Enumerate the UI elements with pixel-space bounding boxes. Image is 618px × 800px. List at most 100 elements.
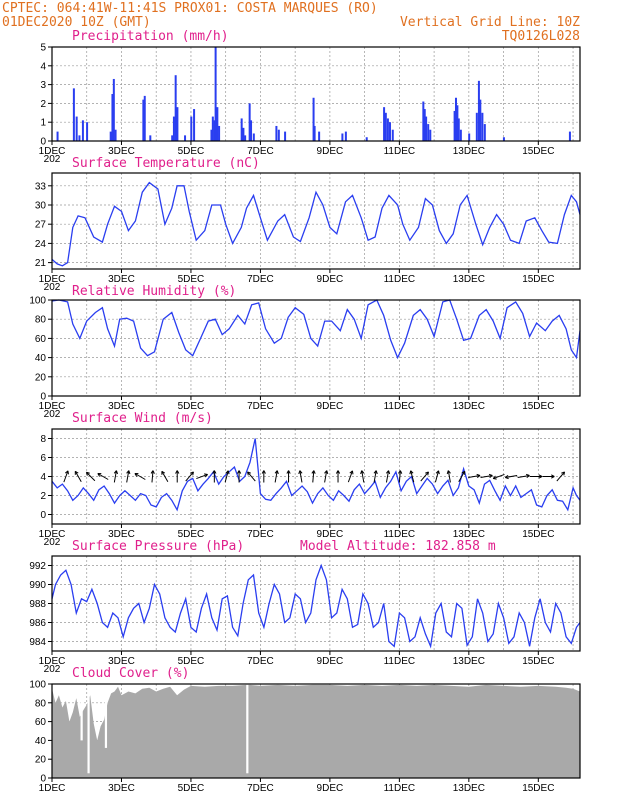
pressure-xtick-label: 13DEC bbox=[453, 656, 485, 667]
cloud-area bbox=[52, 684, 580, 778]
precip-bar bbox=[78, 135, 81, 141]
wind-line bbox=[51, 438, 581, 512]
temperature-frame bbox=[51, 172, 581, 270]
wind-arrow bbox=[492, 473, 505, 480]
precip-bar bbox=[425, 116, 428, 141]
wind-arrow bbox=[398, 470, 403, 483]
wind-arrow bbox=[175, 470, 180, 483]
precip-bar bbox=[112, 78, 115, 141]
temperature-xtick-label: 11DEC bbox=[384, 274, 416, 285]
wind-arrow bbox=[504, 474, 518, 480]
wind-arrow bbox=[324, 470, 329, 483]
humidity-line bbox=[51, 299, 581, 360]
precip-ytick-label: 4 bbox=[40, 61, 46, 72]
pressure-title: Surface Pressure (hPa) bbox=[72, 539, 244, 554]
wind-arrow bbox=[113, 470, 119, 483]
wind-ytick-label: 8 bbox=[40, 434, 46, 445]
precip-bar bbox=[341, 133, 344, 141]
precip-panel: 0 1 2 3 4 5 1DEC 3DEC 5DEC 7DEC 9DEC 11DEC 13DEC 15DE… bbox=[39, 43, 581, 165]
wind-arrow bbox=[298, 470, 303, 483]
precip-bar bbox=[477, 80, 480, 141]
precip-bar bbox=[244, 135, 247, 141]
temperature-ytick-label: 24 bbox=[35, 239, 47, 250]
precip-xtick-label: 1DEC bbox=[39, 146, 66, 157]
precip-bar bbox=[386, 118, 389, 141]
precip-frame bbox=[51, 46, 581, 142]
wind-xtick-label: 7DEC bbox=[247, 529, 274, 540]
wind-arrow bbox=[247, 471, 256, 482]
pressure-ytick-label: 992 bbox=[29, 561, 46, 572]
humidity-xtick-label: 3DEC bbox=[108, 401, 135, 412]
precip-bar bbox=[422, 101, 425, 141]
precip-bar bbox=[149, 135, 152, 141]
temperature-xtick-label: 15DEC bbox=[522, 274, 554, 285]
precip-bar bbox=[277, 129, 280, 141]
wind-arrow bbox=[134, 473, 146, 480]
precip-bar bbox=[114, 129, 117, 141]
humidity-ytick-label: 40 bbox=[35, 353, 47, 364]
wind-arrow bbox=[335, 470, 341, 483]
wind-ytick-label: 6 bbox=[40, 453, 46, 464]
precip-ytick-label: 2 bbox=[40, 99, 46, 110]
precip-bar bbox=[365, 137, 368, 141]
wind-arrow bbox=[286, 470, 291, 483]
wind-arrow bbox=[236, 470, 242, 483]
precip-bar bbox=[479, 99, 482, 141]
precip-bar bbox=[384, 112, 387, 141]
wind-arrow bbox=[420, 471, 429, 482]
temperature-ytick-label: 33 bbox=[35, 181, 47, 192]
cloud-xtick-label: 13DEC bbox=[453, 783, 485, 794]
temperature-line bbox=[51, 181, 581, 267]
temperature-xtick-label: 3DEC bbox=[108, 274, 135, 285]
precip-bar bbox=[481, 112, 484, 141]
wind-arrow bbox=[468, 473, 481, 479]
cloud-xtick-label: 15DEC bbox=[522, 783, 554, 794]
precip-bar bbox=[388, 122, 391, 141]
precip-ytick-label: 3 bbox=[40, 80, 46, 91]
pressure-xtick-label: 11DEC bbox=[384, 656, 416, 667]
wind-arrow bbox=[224, 470, 230, 483]
temperature-ytick-label: 27 bbox=[35, 220, 47, 231]
wind-arrow bbox=[63, 470, 69, 483]
wind-arrow bbox=[347, 470, 354, 483]
precip-bar bbox=[568, 131, 571, 141]
cloud-dip bbox=[246, 684, 249, 774]
pressure-panel: 984 986 988 990 992 1DEC 3DEC 5DEC 7DEC 9DEC 11DEC… bbox=[29, 555, 581, 675]
pressure-xtick-label: 5DEC bbox=[178, 656, 205, 667]
temperature-ytick-label: 30 bbox=[35, 201, 47, 212]
precip-bar bbox=[318, 131, 321, 141]
precip-xtick-label: 9DEC bbox=[317, 146, 344, 157]
precip-bar bbox=[172, 116, 175, 141]
wind-arrow bbox=[85, 471, 96, 482]
precip-bar bbox=[86, 122, 89, 141]
precip-bar bbox=[313, 125, 316, 141]
precip-bar bbox=[427, 124, 430, 141]
precip-bar bbox=[483, 124, 486, 141]
wind-ytick-label: 0 bbox=[40, 510, 46, 521]
wind-arrow bbox=[556, 471, 566, 482]
cloud-xtick-label: 7DEC bbox=[247, 783, 274, 794]
cloud-title: Cloud Cover (%) bbox=[72, 666, 189, 681]
wind-arrow bbox=[360, 470, 365, 483]
precip-bar bbox=[142, 99, 145, 141]
temperature-title: Surface Temperature (nC) bbox=[72, 156, 260, 171]
precip-bar bbox=[242, 127, 245, 141]
temperature-xtick-year: 202 bbox=[44, 282, 61, 293]
wind-arrow bbox=[480, 473, 493, 479]
wind-arrow bbox=[385, 470, 391, 483]
precip-bar bbox=[184, 135, 187, 141]
cloud-panel: 0 20 40 60 80 100 1DEC 3DEC 5DEC 7DEC 9DEC 11DEC 13D… bbox=[29, 680, 581, 794]
cloud-dip bbox=[80, 684, 83, 741]
humidity-ytick-label: 60 bbox=[35, 334, 47, 345]
precip-bar bbox=[459, 129, 462, 141]
precip-bar bbox=[210, 129, 213, 141]
wind-arrow bbox=[74, 470, 82, 482]
precip-bar bbox=[111, 94, 114, 141]
precip-bar bbox=[383, 107, 386, 141]
pressure-ytick-label: 990 bbox=[29, 580, 46, 591]
wind-title: Surface Wind (m/s) bbox=[72, 411, 213, 426]
precip-xtick-label: 3DEC bbox=[108, 146, 135, 157]
humidity-panel: 0 20 40 60 80 100 1DEC 3DEC 5DEC 7DEC 9DEC 11DEC 13D… bbox=[29, 296, 581, 420]
precip-bar bbox=[456, 105, 459, 141]
pressure-xtick-label: 9DEC bbox=[317, 656, 344, 667]
